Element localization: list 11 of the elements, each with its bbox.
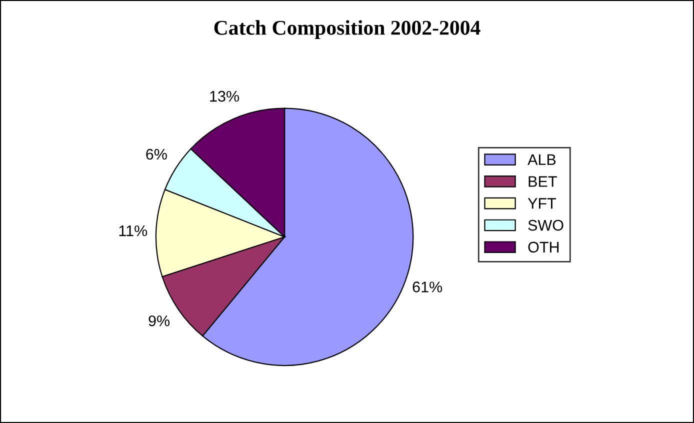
chart-title: Catch Composition 2002-2004: [214, 20, 480, 40]
legend-label: YFT: [528, 198, 556, 209]
legend-label: ALB: [528, 154, 556, 165]
data-label: 6%: [146, 148, 167, 160]
legend-label: BET: [528, 176, 557, 187]
data-label: 11%: [119, 225, 148, 236]
legend-label: SWO: [528, 220, 564, 231]
data-label: 13%: [210, 90, 240, 102]
legend-label: OTH: [528, 242, 559, 253]
data-label: 9%: [148, 315, 170, 326]
data-label: 61%: [412, 282, 442, 292]
